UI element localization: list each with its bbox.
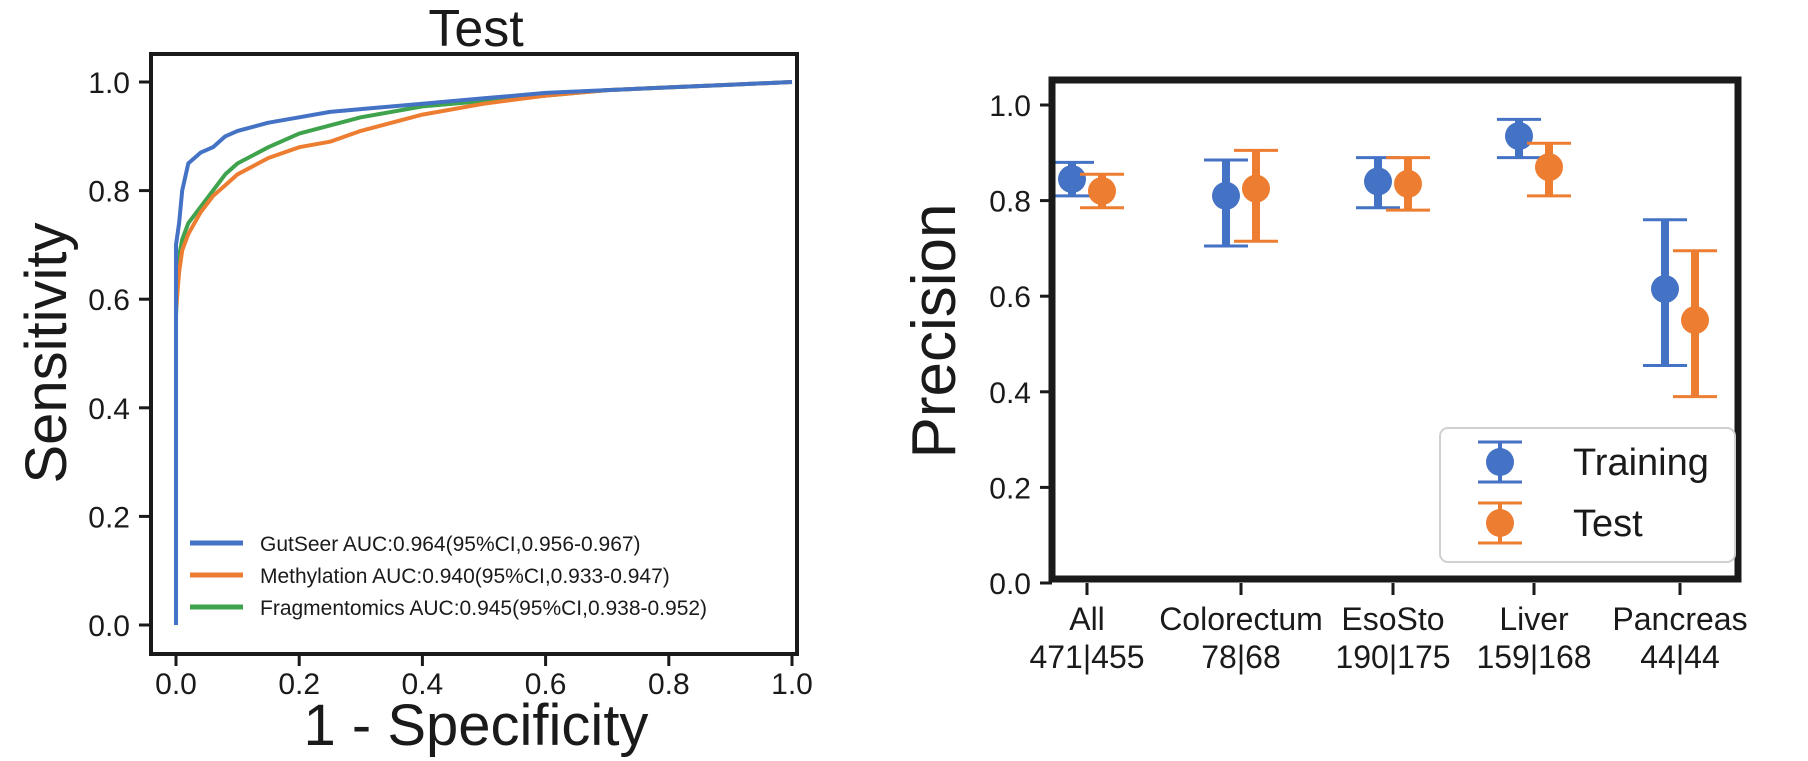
precision-category-label: Liver xyxy=(1499,601,1569,637)
precision-plot-frame xyxy=(1048,76,1742,583)
precision-y-tick-label: 1.0 xyxy=(989,90,1031,123)
precision-legend-label: Training xyxy=(1573,442,1709,484)
roc-y-tick-label: 0.6 xyxy=(88,284,130,317)
roc-title: Test xyxy=(428,0,524,58)
precision-y-tick-label: 0.2 xyxy=(989,472,1031,505)
precision-point-test xyxy=(1088,177,1116,206)
precision-category-label: All xyxy=(1069,601,1105,637)
roc-legend-label: Fragmentomics AUC:0.945(95%CI,0.938-0.95… xyxy=(260,597,707,620)
roc-y-tick-label: 1.0 xyxy=(88,67,130,100)
roc-x-tick-label: 0.2 xyxy=(278,668,320,701)
roc-panel: Test Sensitivity 1 - Specificity 0.0 0.2 0… xyxy=(14,0,813,758)
precision-point-training xyxy=(1505,122,1533,151)
precision-y-tick-label: 0.8 xyxy=(989,186,1031,219)
precision-point-test xyxy=(1394,169,1422,198)
precision-legend-marker xyxy=(1486,509,1514,537)
precision-y-tick-label: 0.0 xyxy=(989,568,1031,601)
precision-legend-marker xyxy=(1486,448,1514,476)
roc-x-axis-label: 1 - Specificity xyxy=(304,693,649,758)
precision-category-counts: 159|168 xyxy=(1476,639,1591,675)
precision-category-counts: 78|68 xyxy=(1201,639,1281,675)
roc-plot-frame xyxy=(149,52,799,656)
precision-category-label: Colorectum xyxy=(1159,601,1323,637)
precision-point-training xyxy=(1058,165,1086,194)
roc-lines xyxy=(174,80,793,625)
roc-y-tick-label: 0.8 xyxy=(88,176,130,209)
precision-y-tick-label: 0.4 xyxy=(989,377,1031,410)
precision-y-axis-label: Precision xyxy=(900,204,969,459)
precision-category-counts: 190|175 xyxy=(1335,639,1450,675)
precision-category-label: Pancreas xyxy=(1612,601,1747,637)
roc-y-tick-label: 0.4 xyxy=(88,393,130,426)
precision-category-counts: 44|44 xyxy=(1640,639,1720,675)
roc-legend-label: GutSeer AUC:0.964(95%CI,0.956-0.967) xyxy=(260,533,641,556)
precision-y-tick-label: 0.6 xyxy=(989,281,1031,314)
roc-x-tick-label: 0.6 xyxy=(525,668,567,701)
roc-ticks: 0.0 0.2 0.4 0.6 0.8 1.0 0.0 0.2 0.4 0.6 0.8 1.0 xyxy=(88,67,813,701)
precision-point-test xyxy=(1535,153,1563,182)
roc-legend: GutSeer AUC:0.964(95%CI,0.956-0.967) Meth… xyxy=(190,533,707,620)
roc-x-tick-label: 0.4 xyxy=(402,668,444,701)
roc-x-tick-label: 0.0 xyxy=(155,668,197,701)
precision-point-training xyxy=(1212,181,1240,210)
precision-category-counts: 471|455 xyxy=(1029,639,1144,675)
precision-point-training xyxy=(1651,275,1679,304)
precision-legend: Training Test xyxy=(1439,427,1736,563)
roc-x-tick-label: 0.8 xyxy=(648,668,690,701)
roc-curve-gutseer xyxy=(174,80,793,625)
precision-point-test xyxy=(1242,174,1270,203)
roc-y-tick-label: 0.2 xyxy=(88,501,130,534)
precision-legend-label: Test xyxy=(1573,503,1643,545)
precision-point-training xyxy=(1364,167,1392,196)
roc-x-tick-label: 1.0 xyxy=(771,668,813,701)
roc-y-tick-label: 0.0 xyxy=(88,610,130,643)
roc-y-axis-label: Sensitivity xyxy=(14,222,79,483)
precision-category-label: EsoSto xyxy=(1341,601,1444,637)
roc-legend-label: Methylation AUC:0.940(95%CI,0.933-0.947) xyxy=(260,565,670,588)
precision-marks xyxy=(1050,117,1717,399)
precision-point-test xyxy=(1681,306,1709,335)
